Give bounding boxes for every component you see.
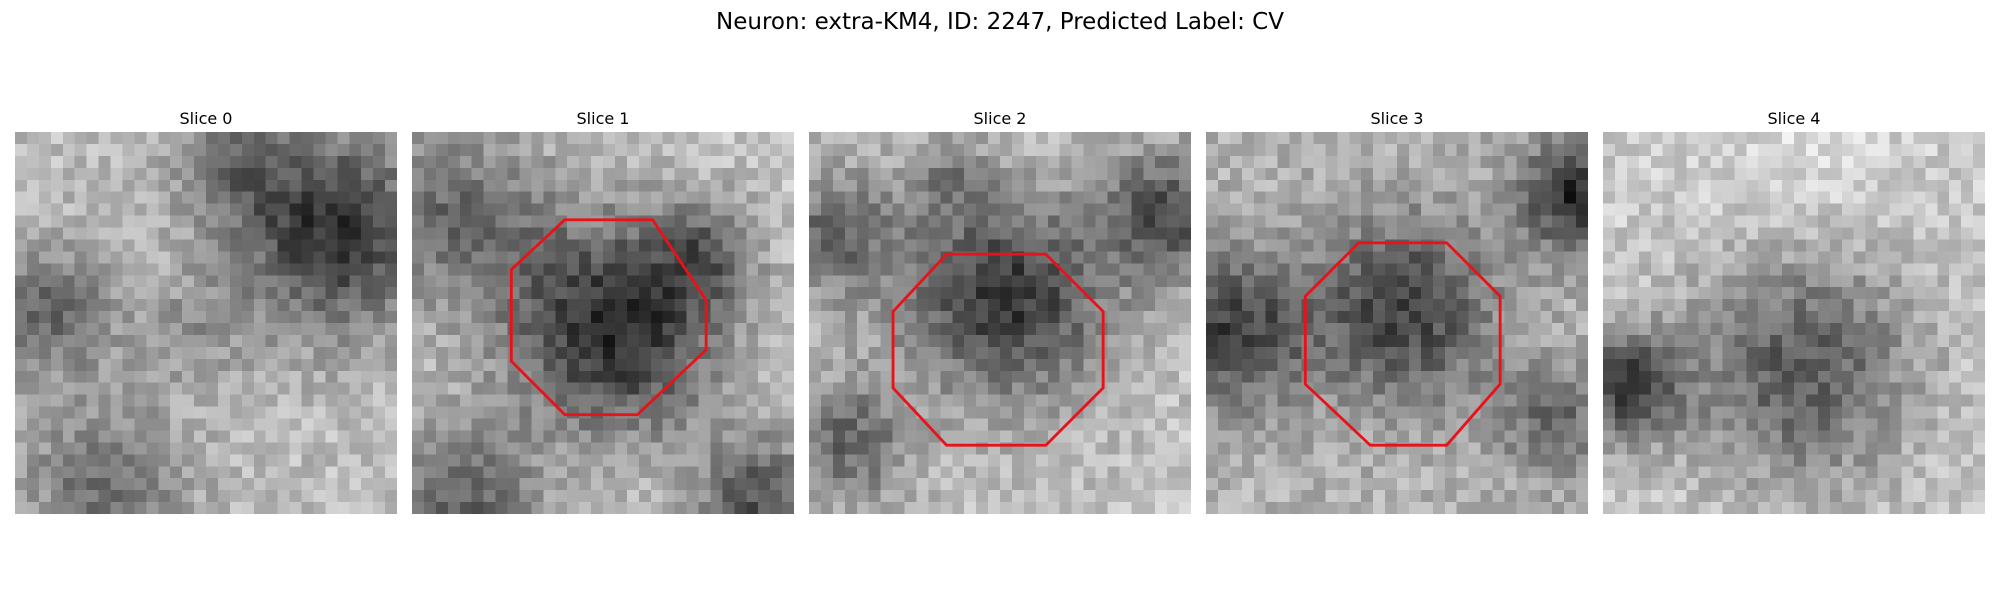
slice-pixels: [15, 132, 397, 514]
slice-panel-2: Slice 2: [809, 108, 1191, 514]
slice-panel-1: Slice 1: [412, 108, 794, 514]
slice-pixels: [412, 132, 794, 514]
slice-panel-3: Slice 3: [1206, 108, 1588, 514]
slice-image: [412, 132, 794, 514]
slice-title: Slice 2: [973, 109, 1027, 128]
octagon-outline: [509, 218, 708, 417]
slice-image: [1206, 132, 1588, 514]
octagon-outline: [891, 252, 1105, 447]
slice-panel-0: Slice 0: [15, 108, 397, 514]
slice-pixels: [1206, 132, 1588, 514]
octagon-outline: [1303, 241, 1502, 447]
roi-outline: [509, 218, 708, 417]
figure-title: Neuron: extra-KM4, ID: 2247, Predicted L…: [716, 9, 1284, 35]
slice-pixels: [1603, 132, 1985, 514]
slice-image: [809, 132, 1191, 514]
slice-pixels: [809, 132, 1191, 514]
slice-title: Slice 1: [576, 109, 630, 128]
slice-panel-4: Slice 4: [1603, 108, 1985, 514]
roi-outline: [891, 252, 1105, 447]
slice-title: Slice 3: [1370, 109, 1424, 128]
slice-title: Slice 0: [179, 109, 233, 128]
slice-image: [1603, 132, 1985, 514]
roi-outline: [1303, 241, 1502, 447]
slice-title: Slice 4: [1767, 109, 1821, 128]
slice-image: [15, 132, 397, 514]
